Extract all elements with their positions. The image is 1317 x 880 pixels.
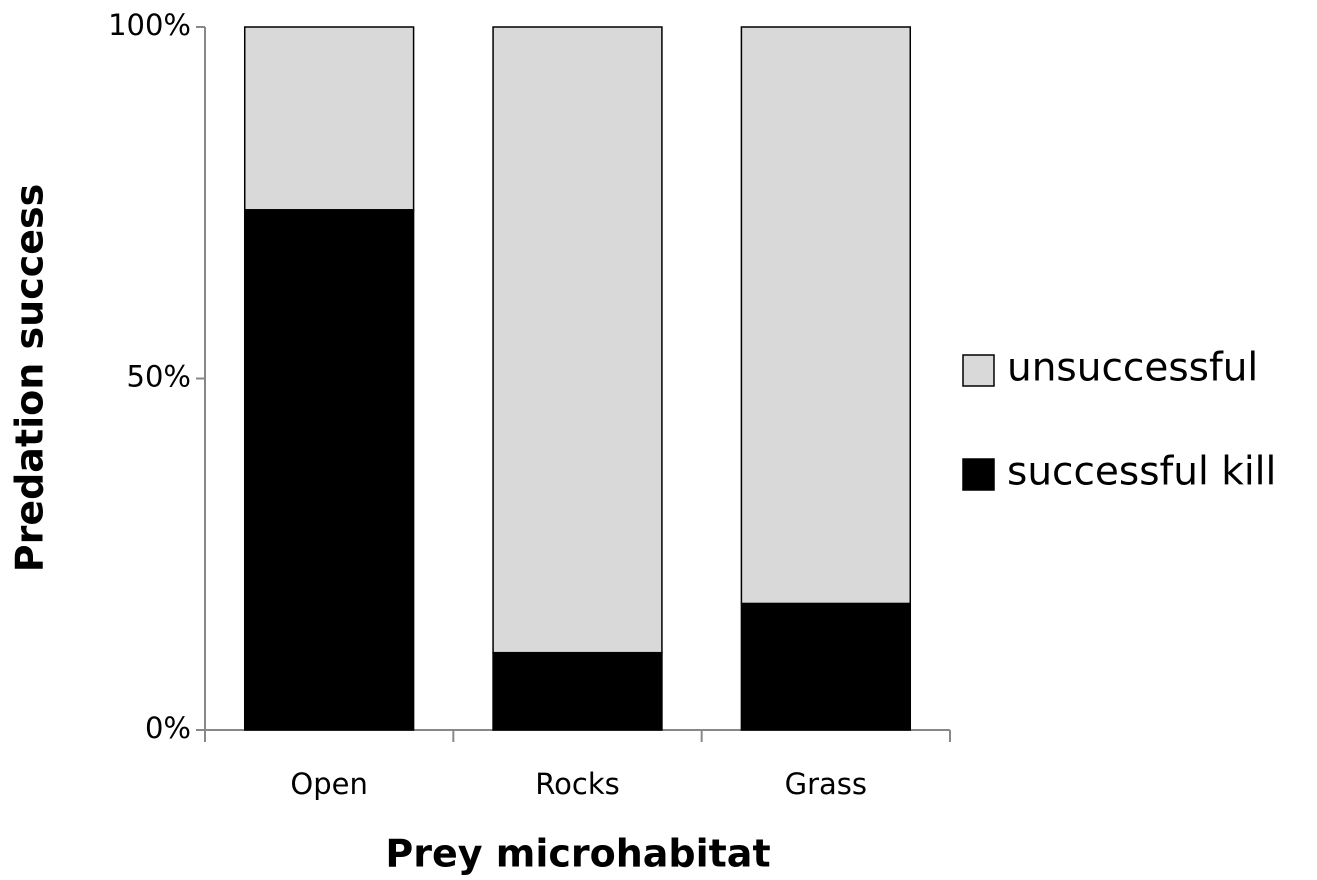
legend-swatch	[962, 354, 995, 387]
y-tick-label: 50%	[127, 360, 191, 394]
bar-segment	[492, 651, 663, 731]
y-axis-title: Predation success	[8, 184, 52, 573]
x-tick-label: Rocks	[535, 767, 619, 801]
bar-segment	[243, 26, 415, 211]
x-tick-label: Grass	[785, 767, 867, 801]
x-tick-label: Open	[290, 767, 367, 801]
bar-segment	[740, 26, 912, 605]
bar-segment	[492, 26, 663, 654]
legend-label: unsuccessful	[1007, 346, 1258, 391]
x-axis-title: Prey microhabitat	[385, 832, 770, 876]
y-tick-label: 100%	[108, 8, 191, 42]
bar-segment	[740, 602, 912, 731]
legend-label: successful kill	[1007, 450, 1276, 495]
y-tick-label: 0%	[145, 711, 191, 745]
bar-segment	[243, 209, 415, 731]
legend-swatch	[962, 458, 995, 491]
